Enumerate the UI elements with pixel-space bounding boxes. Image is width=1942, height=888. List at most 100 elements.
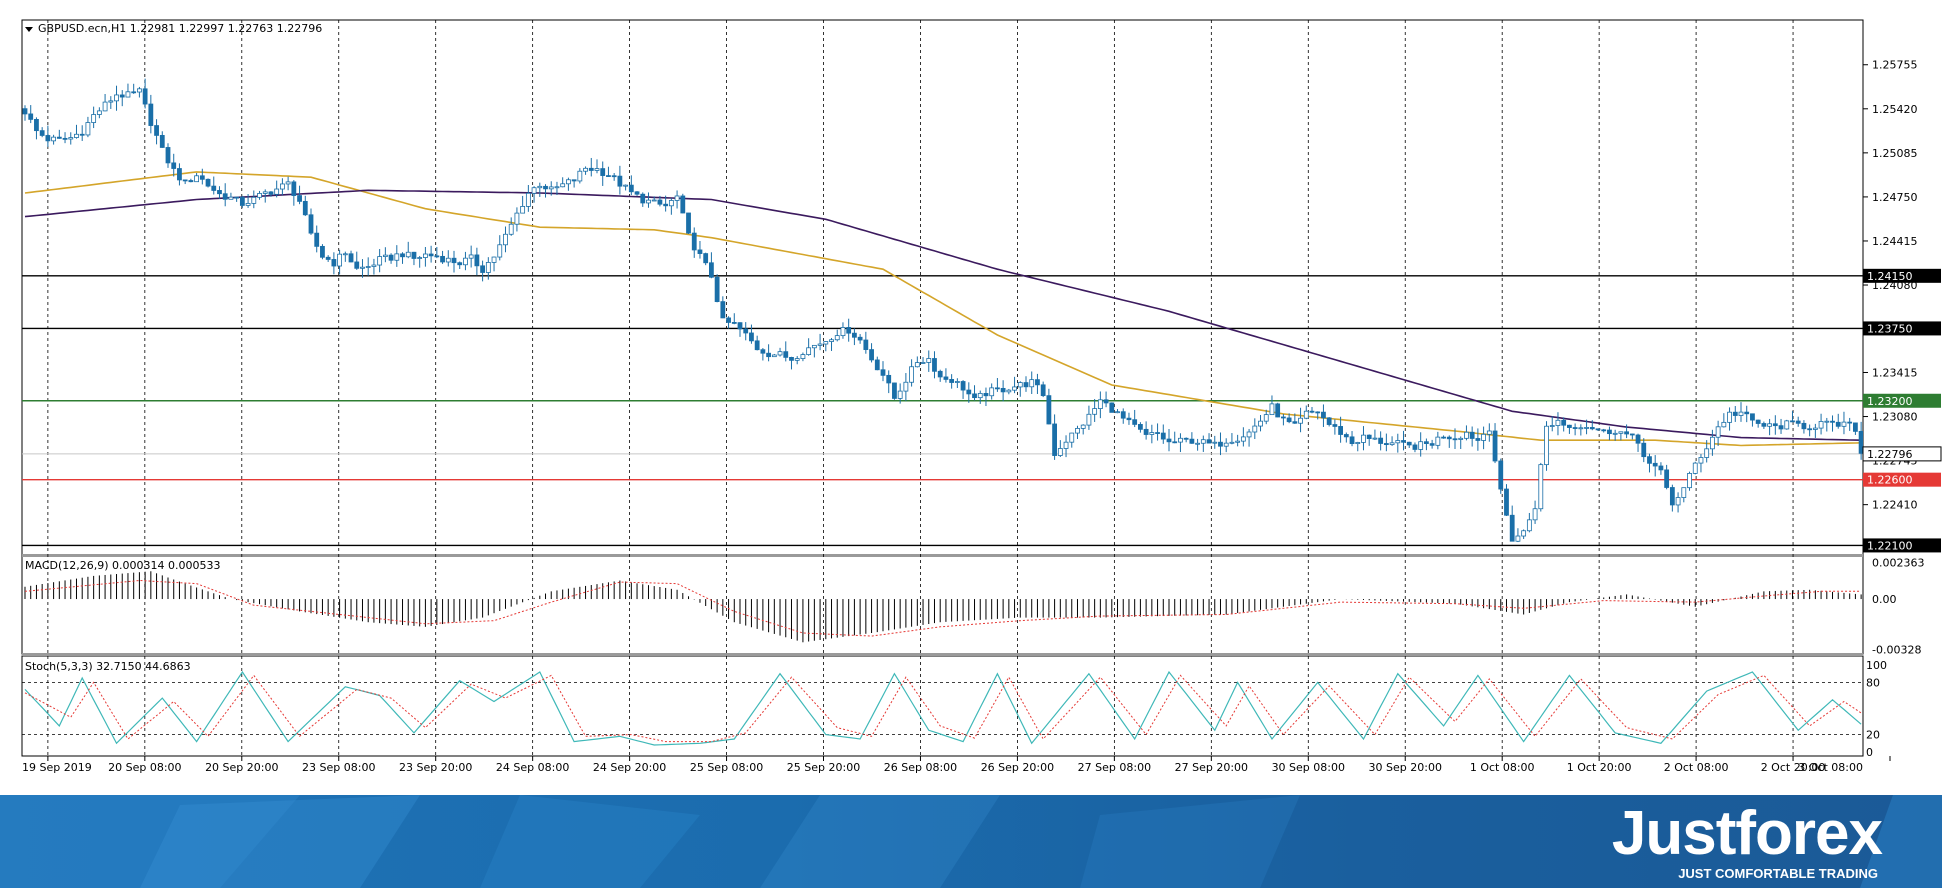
- candle-body: [96, 110, 102, 115]
- candle-body: [1452, 438, 1458, 441]
- candle-body: [1784, 420, 1790, 430]
- candle-body: [1395, 440, 1401, 444]
- candle-body: [308, 214, 314, 234]
- candle-body: [102, 101, 108, 112]
- candle-body: [977, 393, 983, 399]
- candle-body: [1790, 420, 1795, 423]
- candle-body: [628, 184, 634, 193]
- candle-body: [760, 349, 766, 354]
- candle-body: [228, 196, 234, 200]
- candle-body: [1446, 436, 1452, 440]
- candle-body: [1847, 421, 1853, 424]
- candle-body: [239, 196, 245, 206]
- candle-body: [1349, 436, 1355, 445]
- candle-body: [932, 358, 937, 372]
- candle-body: [1229, 441, 1235, 444]
- candle-body: [852, 332, 857, 338]
- candle-body: [588, 167, 594, 171]
- candle-body: [1361, 434, 1366, 443]
- candle-body: [1532, 508, 1538, 521]
- symbol-header: GBPUSD.ecn,H1 1.22981 1.22997 1.22763 1.…: [38, 22, 322, 35]
- time-tick-label: 3 Oct 08:00: [1798, 761, 1863, 774]
- candle-body: [474, 254, 480, 267]
- candle-body: [1309, 410, 1315, 413]
- candle-body: [1126, 417, 1132, 421]
- price-tick-label: 1.22410: [1872, 499, 1918, 512]
- candle-body: [245, 202, 251, 206]
- candle-body: [537, 185, 543, 189]
- candle-body: [1258, 420, 1263, 427]
- candle-body: [125, 91, 131, 98]
- candle-body: [869, 349, 874, 361]
- candle-body: [491, 256, 497, 263]
- candle-body: [606, 175, 611, 177]
- candle-body: [51, 136, 56, 142]
- candle-body: [279, 183, 285, 190]
- candle-body: [646, 199, 651, 204]
- candle-body: [1178, 437, 1183, 443]
- candle-body: [1298, 417, 1303, 424]
- header-triangle-icon[interactable]: [25, 27, 33, 32]
- candle-body: [114, 94, 119, 102]
- candle-body: [892, 382, 897, 399]
- candle-body: [663, 203, 669, 207]
- candle-body: [1166, 438, 1172, 443]
- candle-body: [600, 168, 606, 176]
- level-tag: [1863, 538, 1941, 553]
- candle-body: [1812, 427, 1818, 430]
- candle-body: [497, 244, 503, 258]
- candle-body: [794, 358, 800, 361]
- pane-separator: [22, 653, 1863, 656]
- candle-body: [1321, 411, 1326, 419]
- candle-body: [1584, 427, 1589, 429]
- brand-logo[interactable]: Justforex: [1611, 799, 1883, 868]
- time-tick-label: 20 Sep 20:00: [205, 761, 278, 774]
- candle-body: [880, 369, 886, 376]
- candle-body: [897, 390, 903, 399]
- candle-body: [1189, 438, 1195, 444]
- candle-body: [1218, 441, 1223, 447]
- candle-body: [1818, 421, 1824, 429]
- time-tick-label: 19 Sep 2019: [22, 761, 92, 774]
- candle-body: [611, 175, 617, 178]
- candle-body: [68, 137, 74, 140]
- time-tick-label: 25 Sep 20:00: [787, 761, 860, 774]
- candle-body: [972, 393, 977, 399]
- candle-body: [1618, 431, 1624, 434]
- candle-body: [45, 135, 51, 142]
- candle-body: [1727, 411, 1732, 423]
- time-tick-label: 24 Sep 20:00: [593, 761, 666, 774]
- time-tick-label: 20 Sep 08:00: [108, 761, 181, 774]
- candle-body: [1160, 432, 1166, 440]
- candle-body: [1498, 460, 1504, 490]
- macd-plot: [24, 571, 1862, 643]
- candles: [22, 78, 1863, 543]
- candle-body: [1578, 427, 1584, 430]
- candle-body: [428, 253, 434, 257]
- candle-body: [148, 103, 154, 126]
- candle-body: [457, 262, 463, 266]
- candle-body: [806, 347, 812, 355]
- candle-body: [325, 256, 331, 260]
- candle-body: [108, 100, 114, 103]
- candle-body: [1521, 530, 1527, 537]
- current-price-label: 1.22796: [1867, 448, 1913, 461]
- time-tick-label: 24 Sep 08:00: [496, 761, 569, 774]
- price-tick-label: 1.25420: [1872, 103, 1918, 116]
- candle-body: [651, 199, 657, 202]
- time-tick-label: 26 Sep 20:00: [981, 761, 1054, 774]
- candle-body: [554, 186, 560, 189]
- candle-body: [171, 162, 177, 169]
- candle-body: [348, 253, 354, 263]
- candle-body: [1195, 442, 1200, 445]
- candle-body: [714, 276, 720, 303]
- candle-body: [62, 137, 68, 140]
- candle-body: [1155, 432, 1160, 434]
- candle-body: [56, 136, 62, 139]
- candle-body: [1601, 429, 1607, 432]
- candle-body: [800, 354, 806, 359]
- candle-body: [74, 133, 79, 138]
- candle-body: [1801, 422, 1807, 430]
- candle-body: [983, 393, 989, 397]
- candle-body: [1692, 462, 1698, 474]
